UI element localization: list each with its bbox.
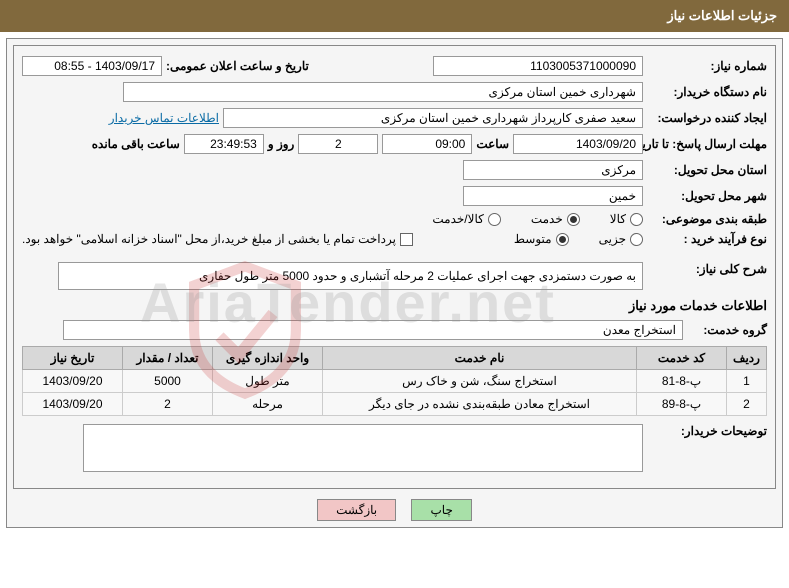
cell-date: 1403/09/20 <box>23 370 123 393</box>
field-deadline-time: 09:00 <box>382 134 472 154</box>
label-province: استان محل تحویل: <box>647 163 767 177</box>
cell-name: استخراج معادن طبقه‌بندی نشده در جای دیگر <box>323 393 637 416</box>
th-code: کد خدمت <box>637 347 727 370</box>
radio-icon <box>630 233 643 246</box>
label-days-and: روز و <box>268 137 295 151</box>
table-header-row: ردیف کد خدمت نام خدمت واحد اندازه گیری ت… <box>23 347 767 370</box>
label-city: شهر محل تحویل: <box>647 189 767 203</box>
cell-unit: متر طول <box>213 370 323 393</box>
button-row: چاپ بازگشت <box>13 499 776 521</box>
row-province: استان محل تحویل: مرکزی <box>22 160 767 180</box>
radio-small[interactable]: جزیی <box>599 232 643 246</box>
table-row: 2 پ-8-89 استخراج معادن طبقه‌بندی نشده در… <box>23 393 767 416</box>
print-button[interactable]: چاپ <box>411 499 471 521</box>
row-category: طبقه بندی موضوعی: کالا خدمت کالا/خدمت <box>22 212 767 226</box>
row-requester: ایجاد کننده درخواست: سعید صفری کارپرداز … <box>22 108 767 128</box>
radio-medium[interactable]: متوسط <box>514 232 569 246</box>
cell-n: 1 <box>727 370 767 393</box>
category-radio-group: کالا خدمت کالا/خدمت <box>432 212 643 226</box>
label-time: ساعت <box>476 137 509 151</box>
services-table: ردیف کد خدمت نام خدمت واحد اندازه گیری ت… <box>22 346 767 416</box>
form-area: شماره نیاز: 1103005371000090 تاریخ و ساع… <box>13 45 776 489</box>
panel-header: جزئیات اطلاعات نیاز <box>0 0 789 32</box>
field-announce-date: 1403/09/17 - 08:55 <box>22 56 162 76</box>
label-buyer-comments: توضیحات خریدار: <box>657 424 767 438</box>
th-date: تاریخ نیاز <box>23 347 123 370</box>
cell-code: پ-8-81 <box>637 370 727 393</box>
radio-both-label: کالا/خدمت <box>432 212 483 226</box>
cell-date: 1403/09/20 <box>23 393 123 416</box>
label-buyer-org: نام دستگاه خریدار: <box>647 85 767 99</box>
row-service-group: گروه خدمت: استخراج معدن <box>22 320 767 340</box>
outer-container: شماره نیاز: 1103005371000090 تاریخ و ساع… <box>6 38 783 528</box>
label-purchase-type: نوع فرآیند خرید : <box>647 232 767 246</box>
cell-name: استخراج سنگ، شن و خاک رس <box>323 370 637 393</box>
label-summary: شرح کلی نیاز: <box>647 262 767 276</box>
label-deadline: مهلت ارسال پاسخ: تا تاریخ: <box>647 137 767 151</box>
section-services-title: اطلاعات خدمات مورد نیاز <box>22 298 767 314</box>
row-buyer-comments: توضیحات خریدار: <box>22 424 767 472</box>
row-request-number: شماره نیاز: 1103005371000090 تاریخ و ساع… <box>22 56 767 76</box>
row-city: شهر محل تحویل: خمین <box>22 186 767 206</box>
radio-both[interactable]: کالا/خدمت <box>432 212 500 226</box>
radio-icon <box>630 213 643 226</box>
radio-service[interactable]: خدمت <box>531 212 580 226</box>
checkbox-icon <box>400 233 413 246</box>
field-countdown: 23:49:53 <box>184 134 264 154</box>
cell-code: پ-8-89 <box>637 393 727 416</box>
radio-medium-label: متوسط <box>514 232 552 246</box>
panel-title: جزئیات اطلاعات نیاز <box>667 8 777 23</box>
radio-small-label: جزیی <box>599 232 626 246</box>
field-buyer-comments <box>83 424 643 472</box>
field-deadline-date: 1403/09/20 <box>513 134 643 154</box>
label-service-group: گروه خدمت: <box>687 323 767 337</box>
row-purchase-type: نوع فرآیند خرید : جزیی متوسط پرداخت تمام… <box>22 232 767 246</box>
row-deadline: مهلت ارسال پاسخ: تا تاریخ: 1403/09/20 سا… <box>22 134 767 154</box>
field-requester: سعید صفری کارپرداز شهرداری خمین استان مر… <box>223 108 643 128</box>
buyer-contact-link[interactable]: اطلاعات تماس خریدار <box>109 111 219 125</box>
label-request-number: شماره نیاز: <box>647 59 767 73</box>
cell-unit: مرحله <box>213 393 323 416</box>
label-category: طبقه بندی موضوعی: <box>647 212 767 226</box>
cell-qty: 2 <box>123 393 213 416</box>
th-qty: تعداد / مقدار <box>123 347 213 370</box>
table-row: 1 پ-8-81 استخراج سنگ، شن و خاک رس متر طو… <box>23 370 767 393</box>
th-row: ردیف <box>727 347 767 370</box>
label-requester: ایجاد کننده درخواست: <box>647 111 767 125</box>
radio-goods[interactable]: کالا <box>610 212 643 226</box>
row-buyer-org: نام دستگاه خریدار: شهرداری خمین استان مر… <box>22 82 767 102</box>
cell-qty: 5000 <box>123 370 213 393</box>
row-summary: شرح کلی نیاز: به صورت دستمزدی جهت اجرای … <box>22 262 767 290</box>
radio-service-label: خدمت <box>531 212 563 226</box>
back-button[interactable]: بازگشت <box>317 499 396 521</box>
th-unit: واحد اندازه گیری <box>213 347 323 370</box>
treasury-checkbox[interactable]: پرداخت تمام یا بخشی از مبلغ خرید،از محل … <box>22 232 413 246</box>
field-summary: به صورت دستمزدی جهت اجرای عملیات 2 مرحله… <box>58 262 643 290</box>
treasury-note-label: پرداخت تمام یا بخشی از مبلغ خرید،از محل … <box>22 232 396 246</box>
radio-icon <box>488 213 501 226</box>
field-service-group: استخراج معدن <box>63 320 683 340</box>
label-announce-date: تاریخ و ساعت اعلان عمومی: <box>166 59 309 73</box>
cell-n: 2 <box>727 393 767 416</box>
field-city: خمین <box>463 186 643 206</box>
radio-goods-label: کالا <box>610 212 626 226</box>
radio-icon <box>556 233 569 246</box>
th-name: نام خدمت <box>323 347 637 370</box>
field-request-number: 1103005371000090 <box>433 56 643 76</box>
label-remaining: ساعت باقی مانده <box>92 137 180 151</box>
radio-icon <box>567 213 580 226</box>
field-buyer-org: شهرداری خمین استان مرکزی <box>123 82 643 102</box>
field-province: مرکزی <box>463 160 643 180</box>
purchase-type-radio-group: جزیی متوسط <box>514 232 643 246</box>
field-days-remaining: 2 <box>298 134 378 154</box>
